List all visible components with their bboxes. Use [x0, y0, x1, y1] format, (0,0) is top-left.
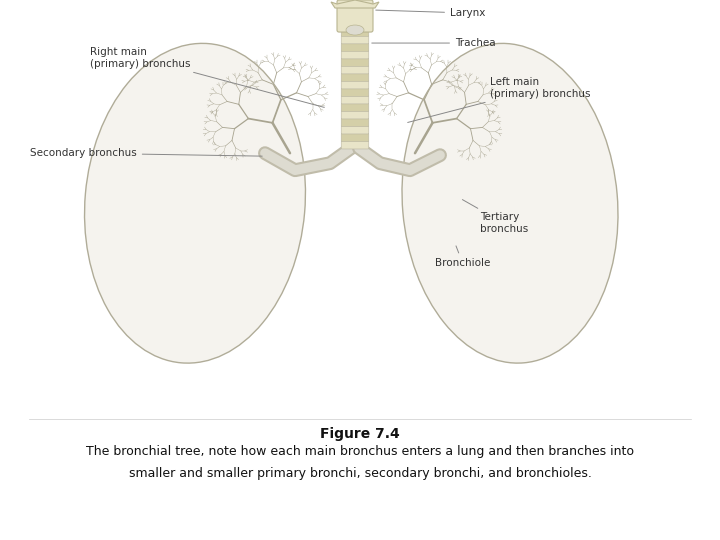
- FancyBboxPatch shape: [341, 111, 369, 119]
- Text: Right main
(primary) bronchus: Right main (primary) bronchus: [90, 48, 324, 107]
- Text: Bronchiole: Bronchiole: [435, 246, 490, 268]
- FancyBboxPatch shape: [341, 89, 369, 97]
- Polygon shape: [331, 0, 379, 8]
- FancyBboxPatch shape: [341, 51, 369, 59]
- FancyBboxPatch shape: [341, 141, 369, 149]
- Text: smaller and smaller primary bronchi, secondary bronchi, and bronchioles.: smaller and smaller primary bronchi, sec…: [129, 467, 591, 480]
- Text: Larynx: Larynx: [376, 8, 485, 18]
- FancyBboxPatch shape: [341, 118, 369, 126]
- FancyBboxPatch shape: [341, 81, 369, 89]
- Text: Tertiary
bronchus: Tertiary bronchus: [462, 200, 528, 234]
- Text: Figure 7.4: Figure 7.4: [320, 427, 400, 441]
- FancyBboxPatch shape: [341, 133, 369, 141]
- Text: Bonnie F. Fremgen | Suzanne S. Frucht: Bonnie F. Fremgen | Suzanne S. Frucht: [200, 516, 354, 524]
- Text: All Rights Reserved: All Rights Reserved: [490, 517, 567, 526]
- Text: ALWAYS LEARNING: ALWAYS LEARNING: [14, 509, 109, 517]
- Text: by Pearson Education, Inc.: by Pearson Education, Inc.: [490, 509, 596, 517]
- FancyBboxPatch shape: [341, 58, 369, 66]
- FancyBboxPatch shape: [341, 126, 369, 134]
- Text: Secondary bronchus: Secondary bronchus: [30, 148, 262, 158]
- Ellipse shape: [402, 43, 618, 363]
- Text: Copyright © 2016, 2013, 2009: Copyright © 2016, 2013, 2009: [490, 500, 613, 509]
- Ellipse shape: [346, 25, 364, 35]
- FancyBboxPatch shape: [341, 43, 369, 51]
- FancyBboxPatch shape: [341, 36, 369, 44]
- FancyBboxPatch shape: [337, 0, 373, 32]
- FancyBboxPatch shape: [341, 96, 369, 104]
- FancyBboxPatch shape: [341, 103, 369, 111]
- FancyBboxPatch shape: [341, 28, 369, 36]
- Text: PEARSON: PEARSON: [618, 504, 719, 522]
- Text: Medical Terminology: A Living Language, Sixth Edition: Medical Terminology: A Living Language, …: [200, 503, 417, 511]
- Ellipse shape: [84, 43, 305, 363]
- Text: Left main
(primary) bronchus: Left main (primary) bronchus: [408, 77, 590, 123]
- FancyBboxPatch shape: [341, 66, 369, 74]
- Text: Trachea: Trachea: [372, 38, 495, 48]
- Text: The bronchial tree, note how each main bronchus enters a lung and then branches : The bronchial tree, note how each main b…: [86, 446, 634, 458]
- FancyBboxPatch shape: [341, 73, 369, 82]
